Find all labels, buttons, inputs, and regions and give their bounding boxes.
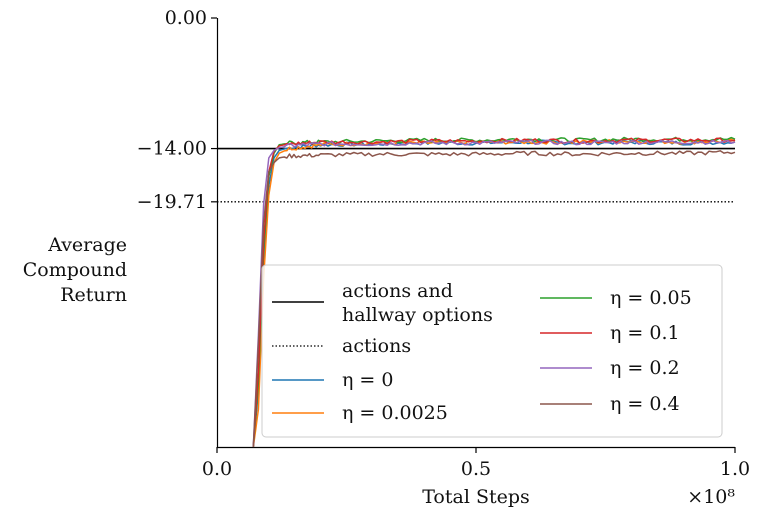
x-tick-label-0: 0.0 <box>202 458 232 480</box>
x-tick-label-2: 1.0 <box>720 458 750 480</box>
y-axis-label-line-2: Compound <box>23 259 127 281</box>
legend-label-series-1: η = 0.0025 <box>342 402 448 424</box>
series-line-5 <box>252 150 736 448</box>
series-lines <box>252 136 736 448</box>
legend-box <box>261 264 723 438</box>
series-line-3 <box>252 137 736 448</box>
legend-entries: actions and hallway options actions η = 0 η … <box>272 280 692 424</box>
x-axis-label: Total Steps <box>422 486 530 508</box>
legend-label-series-0: η = 0 <box>342 369 393 391</box>
x-axis-multiplier: ×10⁸ <box>687 486 735 508</box>
legend-label-series-5: η = 0.4 <box>610 393 680 415</box>
x-ticks: 0.0 0.5 1.0 <box>202 447 750 480</box>
plot-area <box>216 18 736 449</box>
legend-label-series-2: η = 0.05 <box>610 287 692 309</box>
y-ticks: 0.00 −14.00 −19.71 <box>137 7 217 213</box>
y-tick-label-0: 0.00 <box>165 7 207 29</box>
legend-label-ref-1: actions <box>342 335 411 357</box>
legend-label-ref-0: actions and hallway options <box>342 280 493 326</box>
y-axis-label: Average Compound Return <box>23 234 127 306</box>
x-tick-label-1: 0.5 <box>461 458 491 480</box>
series-line-4 <box>252 139 736 448</box>
y-tick-label-1: −14.00 <box>137 138 207 160</box>
y-tick-label-2: −19.71 <box>137 191 207 213</box>
reference-lines <box>217 147 735 203</box>
y-axis-label-line-3: Return <box>60 284 127 306</box>
legend-label-series-3: η = 0.1 <box>610 322 680 344</box>
legend-label-series-4: η = 0.2 <box>610 357 680 379</box>
y-axis-label-line-1: Average <box>47 234 127 256</box>
legend: actions and hallway options actions η = 0 η … <box>261 264 723 438</box>
